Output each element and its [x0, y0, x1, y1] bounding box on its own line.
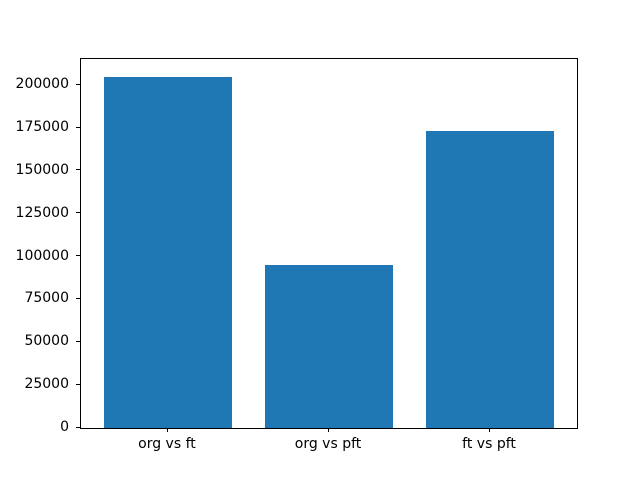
y-axis-tick-label: 75000	[24, 290, 69, 307]
y-axis-tick-mark	[76, 297, 80, 299]
x-axis-tick-label: ft vs pft	[462, 436, 516, 452]
y-axis-tick-mark	[76, 83, 80, 85]
bar-org-vs-pft	[264, 265, 394, 428]
plot-area	[80, 58, 578, 429]
x-axis-tick-label: org vs ft	[138, 436, 196, 452]
bar-org-vs-ft	[103, 76, 233, 428]
y-axis-tick-mark	[76, 255, 80, 257]
y-axis-tick-label: 0	[60, 419, 69, 435]
y-axis-tick-mark	[76, 426, 80, 428]
x-axis-tick-mark	[328, 428, 329, 432]
y-axis-tick-label: 125000	[15, 204, 69, 221]
y-axis-tick-label: 175000	[15, 119, 69, 135]
y-axis-tick-mark	[76, 212, 80, 214]
y-axis-tick-mark	[76, 169, 80, 171]
y-axis-tick-mark	[76, 340, 80, 342]
y-axis-tick-mark	[76, 383, 80, 385]
y-axis-tick-label: 200000	[15, 76, 69, 93]
y-axis-tick-label: 50000	[24, 333, 69, 350]
x-axis-tick-label: org vs pft	[294, 436, 362, 452]
bar-ft-vs-pft	[425, 131, 555, 428]
y-axis-tick-label: 25000	[24, 376, 69, 393]
y-axis-tick-mark	[76, 126, 80, 128]
x-axis-tick-mark	[489, 428, 491, 432]
x-axis-tick-mark	[166, 428, 168, 432]
y-axis-tick-label: 150000	[15, 161, 69, 178]
y-axis-tick-label: 100000	[15, 247, 69, 264]
